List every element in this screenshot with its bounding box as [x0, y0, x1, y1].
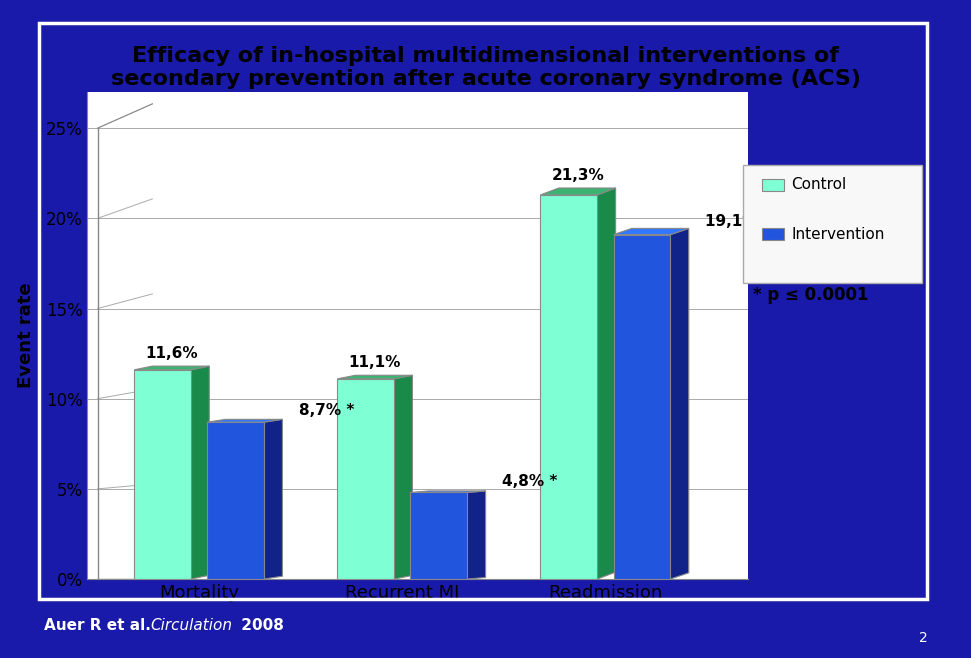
- Polygon shape: [207, 419, 283, 422]
- Polygon shape: [597, 188, 616, 579]
- Bar: [541, 195, 597, 579]
- Text: 2: 2: [919, 631, 927, 645]
- Text: Circulation: Circulation: [151, 618, 232, 633]
- Text: Auer R et al.: Auer R et al.: [44, 618, 155, 633]
- Text: * p ≤ 0.0001: * p ≤ 0.0001: [753, 286, 868, 304]
- Polygon shape: [411, 491, 486, 492]
- Polygon shape: [467, 491, 486, 579]
- Bar: [411, 492, 467, 579]
- Bar: [134, 370, 191, 579]
- Polygon shape: [264, 419, 283, 579]
- Text: 11,6%: 11,6%: [146, 345, 198, 361]
- Polygon shape: [614, 228, 688, 235]
- Polygon shape: [191, 366, 210, 579]
- Bar: [614, 235, 670, 579]
- Text: 19,1% *: 19,1% *: [705, 214, 771, 229]
- Bar: [337, 379, 394, 579]
- Text: 2008: 2008: [236, 618, 284, 633]
- Y-axis label: Event rate: Event rate: [17, 283, 35, 388]
- Polygon shape: [134, 366, 210, 370]
- Polygon shape: [670, 228, 688, 579]
- Polygon shape: [394, 375, 413, 579]
- Text: Control: Control: [791, 177, 847, 191]
- Text: Efficacy of in-hospital multidimensional interventions of
secondary prevention a: Efficacy of in-hospital multidimensional…: [111, 46, 860, 89]
- Polygon shape: [541, 188, 616, 195]
- Polygon shape: [337, 375, 413, 379]
- Text: 11,1%: 11,1%: [349, 355, 401, 370]
- Text: 8,7% *: 8,7% *: [299, 403, 354, 418]
- Text: 4,8% *: 4,8% *: [502, 474, 557, 489]
- Bar: [207, 422, 264, 579]
- Text: Intervention: Intervention: [791, 227, 885, 241]
- Text: 21,3%: 21,3%: [552, 168, 604, 182]
